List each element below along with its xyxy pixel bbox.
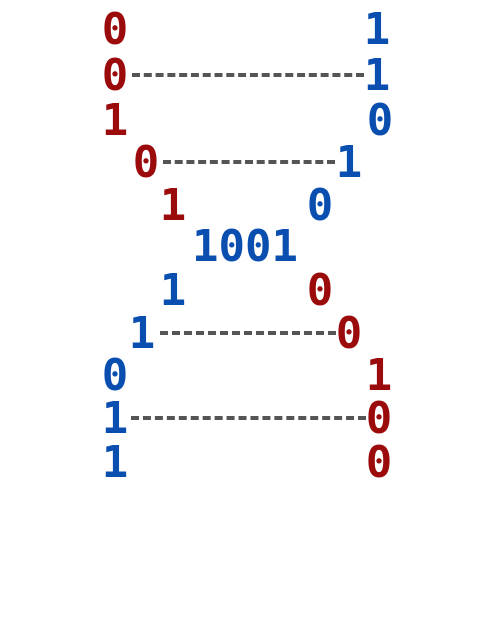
right-bit: 1 — [335, 137, 363, 188]
left-bit: 1 — [101, 95, 129, 146]
right-bit: 1 — [365, 350, 393, 401]
right-bit: 0 — [306, 180, 334, 231]
helix-row-10: 1 0 — [0, 394, 500, 444]
base-pair-rung — [163, 160, 335, 164]
helix-center-row: 1001 — [0, 222, 500, 272]
left-bit: 1 — [128, 308, 156, 359]
helix-row-1: 0 1 — [0, 5, 500, 55]
helix-row-2: 0 1 — [0, 51, 500, 101]
right-bit: 0 — [365, 437, 393, 488]
left-bit: 0 — [132, 137, 160, 188]
right-bit: 0 — [366, 95, 394, 146]
left-bit: 0 — [101, 350, 129, 401]
base-pair-rung — [160, 331, 336, 335]
binary-dna-helix: 0 1 0 1 1 0 0 1 1 0 1001 1 0 1 0 0 1 1 0 — [0, 4, 500, 488]
right-bit: 0 — [365, 393, 393, 444]
right-bit: 0 — [306, 265, 334, 316]
left-bit: 0 — [101, 50, 129, 101]
left-bit: 1 — [101, 393, 129, 444]
center-binary-text: 1001 — [192, 221, 298, 272]
helix-row-5: 1 0 — [0, 181, 500, 231]
right-bit: 1 — [363, 4, 391, 55]
helix-row-9: 0 1 — [0, 351, 500, 401]
helix-row-4: 0 1 — [0, 138, 500, 188]
helix-row-3: 1 0 — [0, 96, 500, 146]
base-pair-rung — [132, 73, 364, 77]
base-pair-rung — [131, 416, 366, 420]
left-bit: 0 — [101, 4, 129, 55]
left-bit: 1 — [159, 180, 187, 231]
right-bit: 1 — [363, 50, 391, 101]
helix-row-7: 1 0 — [0, 266, 500, 316]
helix-row-8: 1 0 — [0, 309, 500, 359]
right-bit: 0 — [335, 308, 363, 359]
left-bit: 1 — [159, 265, 187, 316]
left-bit: 1 — [101, 437, 129, 488]
helix-row-11: 1 0 — [0, 438, 500, 488]
